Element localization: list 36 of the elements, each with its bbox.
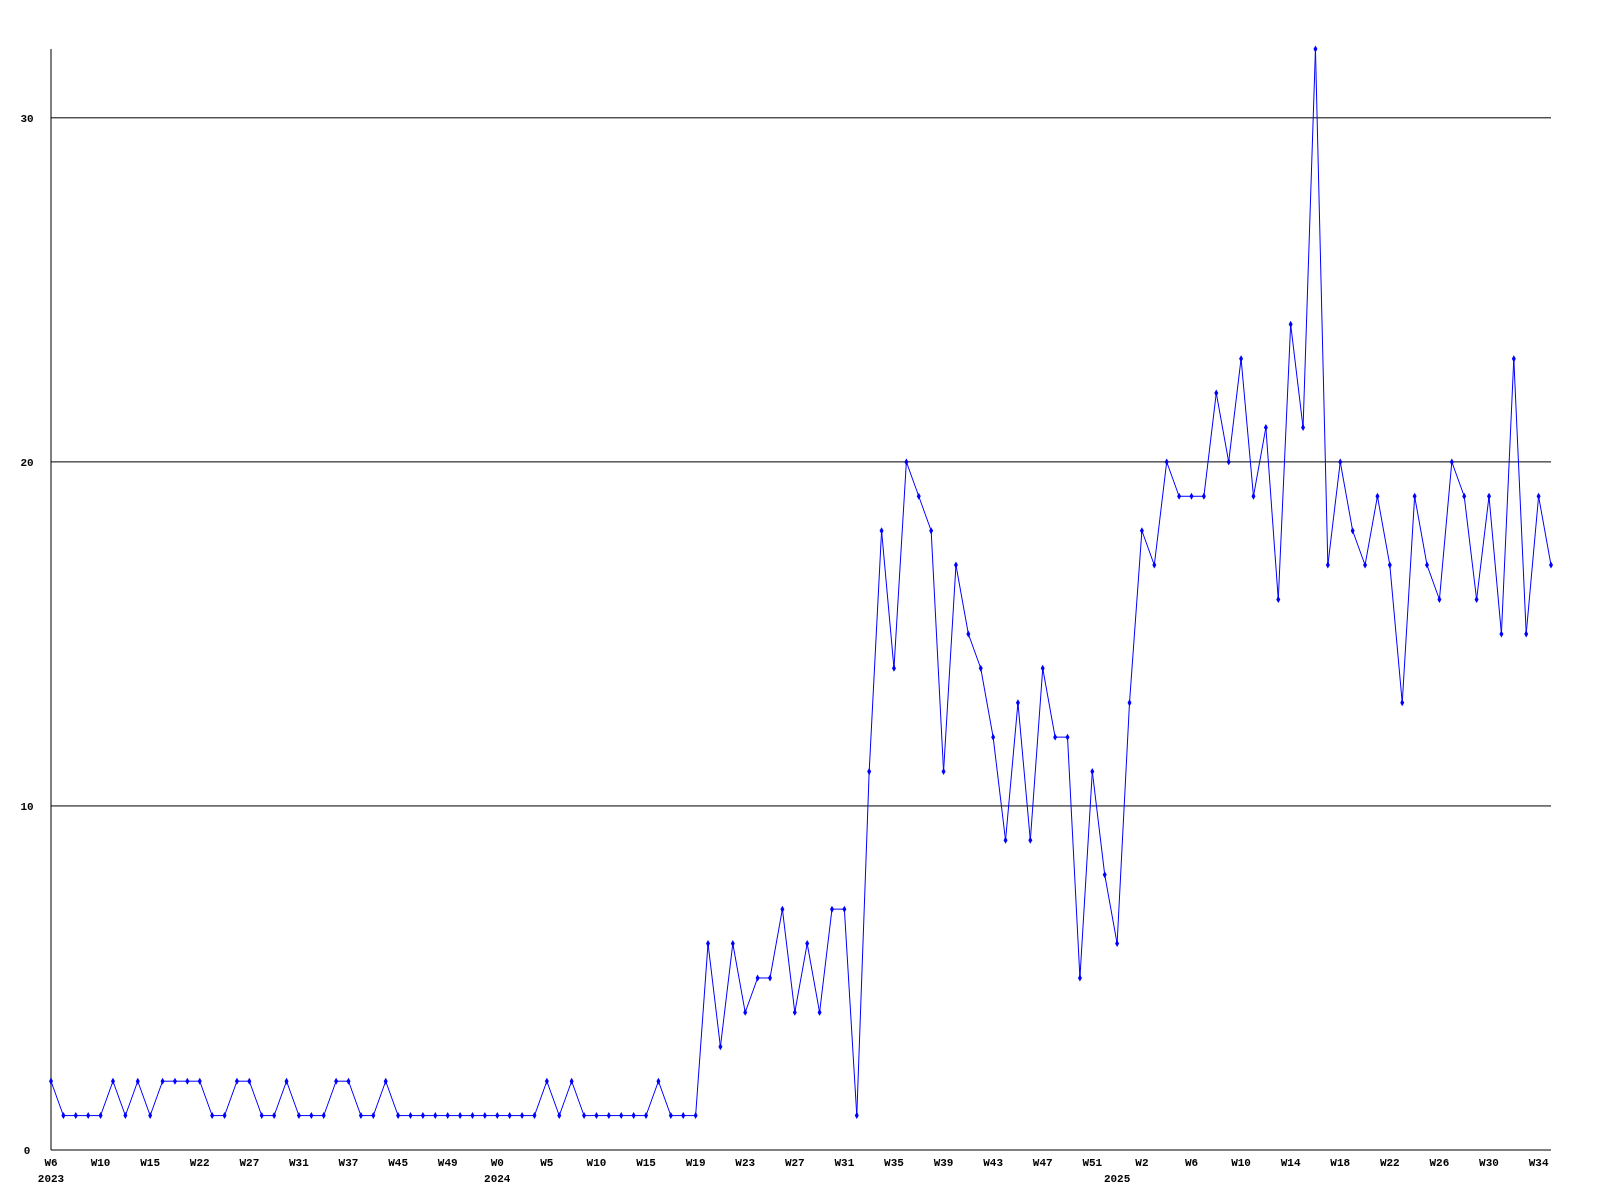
y-tick-label: 30 (20, 112, 34, 125)
x-tick-label: W39 (933, 1157, 954, 1169)
x-tick-label: W18 (1330, 1157, 1351, 1169)
x-tick-label: W2 (1135, 1157, 1149, 1169)
x-tick-label: W15 (636, 1157, 657, 1169)
x-tick-label: W35 (884, 1157, 905, 1169)
x-tick-label: W27 (784, 1157, 805, 1169)
x-tick-label: W10 (90, 1157, 111, 1169)
x-tick-label: W31 (834, 1157, 855, 1169)
x-tick-label: W43 (983, 1157, 1004, 1169)
x-tick-label: W26 (1429, 1157, 1450, 1169)
x-tick-label: W37 (338, 1157, 359, 1169)
x-tick-label: W22 (189, 1157, 210, 1169)
x-tick-label: W47 (1032, 1157, 1053, 1169)
y-tick-label: 10 (20, 800, 34, 813)
x-tick-label: W10 (1231, 1157, 1251, 1169)
x-tick-label: W5 (540, 1157, 554, 1169)
x-tick-label: W31 (289, 1157, 310, 1169)
x-tick-label: W45 (388, 1157, 409, 1169)
y-tick-label: 20 (20, 456, 34, 469)
x-tick-label: W10 (586, 1157, 607, 1169)
x-tick-label: W6 2023 (37, 1157, 65, 1185)
x-tick-label: W19 (685, 1157, 706, 1169)
x-tick-label: W0 2024 (484, 1157, 511, 1185)
x-tick-label: W30 (1479, 1157, 1499, 1169)
x-tick-label: W22 (1379, 1157, 1400, 1169)
x-tick-label: W34 (1528, 1157, 1549, 1169)
x-tick-label: W14 (1280, 1157, 1301, 1169)
y-tick-label: 0 (23, 1144, 31, 1157)
x-tick-label: W51 (1082, 1157, 1103, 1169)
x-tick-label: W15 (140, 1157, 161, 1169)
x-tick-label: W23 (735, 1157, 756, 1169)
x-tick-label: W6 (1184, 1157, 1199, 1169)
x-tick-label: W27 (239, 1157, 260, 1169)
x-tick-label: 2025 (1103, 1173, 1131, 1185)
x-tick-label: W49 (437, 1157, 458, 1169)
